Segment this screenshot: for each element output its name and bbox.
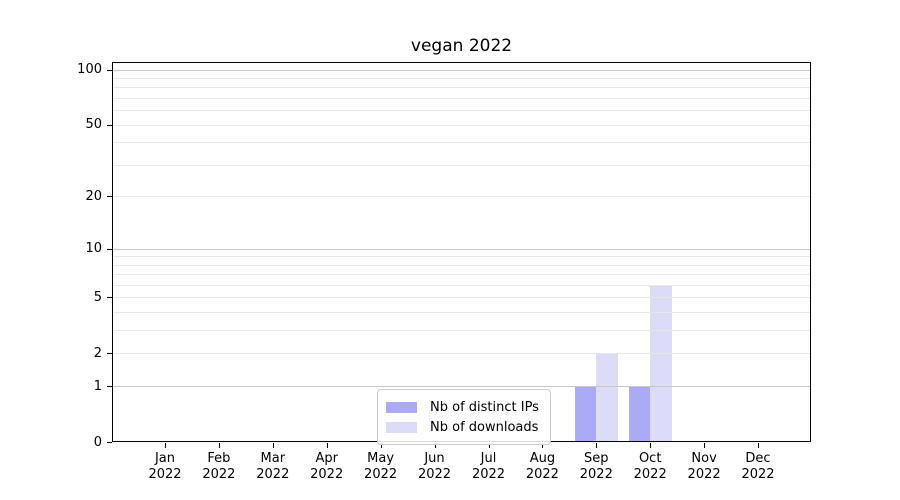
major-gridline: [112, 386, 811, 388]
x-tick-mark: [758, 443, 759, 448]
minor-gridline: [112, 142, 811, 144]
y-tick-label: 50: [85, 117, 102, 133]
x-tick-label: Aug 2022: [510, 451, 574, 483]
x-tick-label: Oct 2022: [618, 451, 682, 483]
y-tick-label: 10: [85, 241, 102, 256]
x-tick-year: 2022: [202, 467, 236, 482]
x-tick-month: Mar: [260, 451, 286, 466]
minor-gridline: [112, 98, 811, 100]
x-tick-year: 2022: [417, 467, 452, 482]
minor-gridline: [112, 330, 811, 332]
minor-gridline: [112, 285, 811, 286]
x-tick-label: Jan 2022: [133, 451, 197, 483]
y-tick-mark: [107, 386, 112, 388]
x-tick-month: Jun: [424, 451, 445, 466]
minor-gridline: [112, 78, 811, 79]
y-tick-mark: [107, 69, 112, 71]
major-gridline: [112, 69, 811, 71]
x-tick-label: Dec 2022: [726, 451, 790, 483]
minor-gridline: [112, 274, 811, 276]
y-tick-label: 100: [77, 62, 102, 78]
y-tick-mark: [107, 442, 112, 443]
x-tick-year: 2022: [148, 467, 182, 482]
x-tick-year: 2022: [364, 467, 398, 482]
minor-gridline: [112, 124, 811, 126]
minor-gridline: [112, 312, 811, 314]
y-tick-label: 5: [93, 289, 102, 305]
minor-gridline: [112, 110, 811, 112]
x-tick-year: 2022: [256, 467, 290, 482]
bars-layer: [112, 62, 811, 442]
legend-swatch-downloads: [386, 421, 417, 433]
x-tick-mark: [650, 443, 652, 448]
x-tick-label: Feb 2022: [187, 451, 251, 483]
plot-area: Nb of distinct IPs Nb of downloads: [112, 62, 811, 445]
x-tick-mark: [596, 443, 598, 448]
x-tick-label: May 2022: [349, 451, 413, 483]
x-tick-label: Jun 2022: [403, 451, 467, 483]
x-tick-year: 2022: [579, 467, 613, 482]
x-tick-mark: [542, 443, 544, 448]
x-tick-month: Nov: [691, 451, 717, 466]
x-tick-mark: [380, 443, 382, 448]
minor-gridline: [112, 264, 811, 266]
y-tick-mark: [107, 297, 112, 299]
y-tick-mark: [107, 124, 112, 126]
y-tick-label: 1: [93, 378, 102, 394]
legend-item-downloads: Nb of downloads: [386, 417, 539, 437]
minor-gridline: [112, 256, 811, 258]
x-tick-label: Sep 2022: [564, 451, 628, 483]
legend-label-distinct-ips: Nb of distinct IPs: [430, 399, 539, 415]
minor-gridline: [112, 87, 811, 89]
y-tick-mark: [107, 196, 112, 198]
x-tick-month: Sep: [584, 451, 609, 466]
minor-gridline: [112, 297, 811, 299]
bar-nb-of-distinct-ips: [628, 386, 651, 442]
x-tick-mark: [165, 443, 166, 448]
bar-nb-of-downloads: [650, 285, 672, 442]
x-tick-mark: [488, 443, 490, 448]
x-tick-label: Apr 2022: [295, 451, 359, 483]
x-tick-month: Feb: [207, 451, 231, 466]
legend: Nb of distinct IPs Nb of downloads: [377, 389, 551, 445]
chart-title: vegan 2022: [410, 36, 513, 56]
x-tick-mark: [272, 443, 274, 448]
x-tick-year: 2022: [525, 467, 559, 482]
bar-nb-of-downloads: [596, 353, 618, 442]
legend-label-downloads: Nb of downloads: [430, 419, 539, 435]
minor-gridline: [112, 353, 811, 355]
major-gridline: [112, 248, 811, 250]
y-tick-label: 0: [93, 434, 102, 450]
y-tick-label: 20: [85, 188, 102, 204]
x-tick-year: 2022: [310, 467, 344, 482]
x-tick-year: 2022: [687, 467, 721, 482]
x-tick-month: Oct: [638, 451, 662, 466]
minor-gridline: [112, 196, 811, 198]
x-tick-month: Jul: [480, 451, 497, 466]
x-tick-label: Mar 2022: [241, 451, 305, 483]
x-tick-mark: [326, 443, 328, 448]
x-tick-label: Nov 2022: [672, 451, 736, 483]
gridlines-layer: [112, 62, 811, 442]
x-tick-year: 2022: [471, 467, 506, 482]
x-tick-month: Apr: [315, 451, 338, 466]
x-tick-month: Jan: [154, 451, 176, 466]
y-tick-mark: [107, 353, 112, 355]
x-tick-year: 2022: [633, 467, 667, 482]
x-tick-mark: [704, 443, 706, 448]
legend-swatch-distinct-ips: [386, 401, 417, 413]
x-tick-label: Jul 2022: [457, 451, 521, 483]
y-tick-label: 2: [93, 345, 102, 361]
x-tick-mark: [434, 443, 436, 448]
x-tick-year: 2022: [741, 467, 775, 482]
x-tick-month: Dec: [745, 451, 771, 466]
x-tick-mark: [218, 443, 220, 448]
y-tick-mark: [107, 248, 112, 250]
bar-nb-of-distinct-ips: [574, 386, 597, 442]
minor-gridline: [112, 164, 811, 166]
x-tick-month: Aug: [529, 451, 556, 466]
x-tick-month: May: [367, 451, 395, 466]
legend-item-distinct-ips: Nb of distinct IPs: [386, 397, 539, 417]
